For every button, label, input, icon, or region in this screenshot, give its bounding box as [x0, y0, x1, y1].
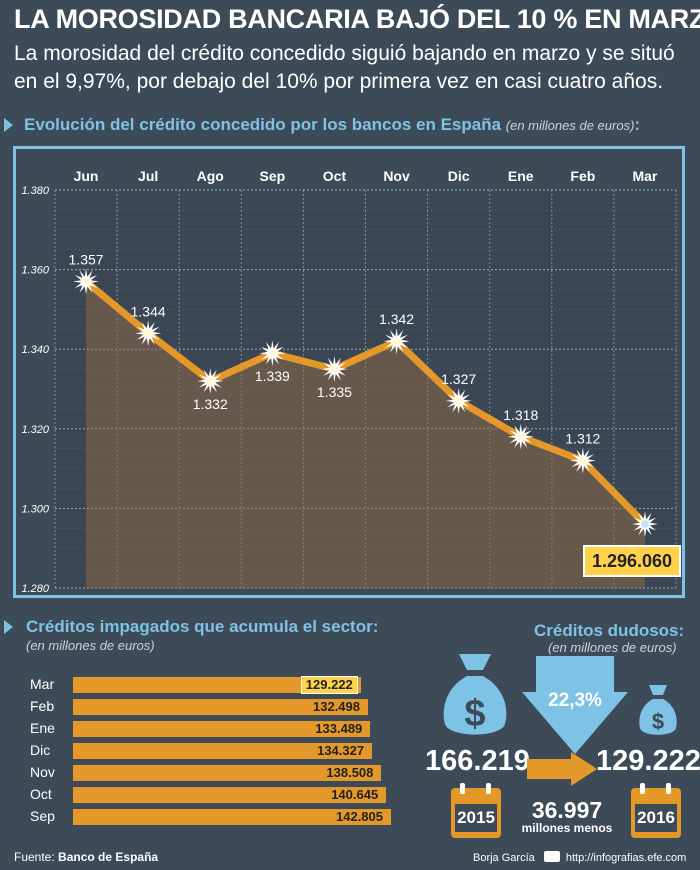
bar-value-label: 133.489 — [315, 721, 363, 736]
data-label: 1.339 — [255, 368, 290, 384]
x-tick-label: Ago — [197, 168, 224, 184]
bar-category-label: Feb — [30, 698, 55, 714]
x-tick-label: Jul — [138, 168, 158, 184]
efe-logo-icon — [543, 851, 560, 862]
data-point-core — [454, 396, 463, 405]
author-name: Borja García — [473, 852, 535, 864]
bar-value-label: 132.498 — [313, 699, 360, 714]
bar-value-label: 142.805 — [336, 809, 383, 824]
data-point-core — [144, 329, 153, 338]
small-money-bag-icon: $ — [639, 685, 677, 735]
bar-category-label: Ene — [30, 720, 55, 736]
line-section-suffix: : — [634, 115, 641, 134]
value-2015: 166.219 — [425, 745, 530, 777]
x-tick-label: Mar — [632, 168, 657, 184]
bar: 138.508 — [73, 765, 382, 781]
data-label: 1.342 — [379, 311, 414, 327]
x-tick-label: Oct — [323, 168, 347, 184]
bar-section-units: (en millones de euros) — [26, 638, 155, 653]
doubtful-title: Créditos dudosos: — [534, 621, 685, 640]
bar-value-label: 140.645 — [331, 787, 379, 802]
section-arrow-icon — [4, 118, 13, 132]
x-tick-label: Feb — [570, 168, 595, 184]
bar: 133.489 — [73, 721, 371, 737]
data-point-core — [578, 456, 587, 465]
x-tick-label: Dic — [448, 168, 470, 184]
right-arrow-icon — [527, 752, 597, 786]
bar: 132.498 — [73, 699, 368, 715]
data-label: 1.327 — [441, 371, 476, 387]
value-2016: 129.222 — [596, 745, 700, 777]
data-label: 1.335 — [317, 384, 352, 400]
y-tick-label: 1.300 — [21, 503, 49, 515]
page-title: LA MOROSIDAD BANCARIA BAJÓ DEL 10 % EN M… — [14, 4, 700, 34]
x-tick-label: Nov — [383, 168, 410, 184]
data-point-core — [516, 432, 525, 441]
line-chart: 1.280 1.300 1.320 1.340 1.360 1.380 Jun Jul Ago S… — [21, 168, 677, 595]
section-arrow-icon — [4, 620, 13, 634]
bar-value-label: 129.222 — [300, 676, 358, 694]
page-subtitle: La morosidad del crédito concedido sigui… — [14, 42, 675, 93]
svg-text:$: $ — [652, 709, 664, 734]
data-label: 1.312 — [565, 431, 600, 447]
data-point-core — [268, 349, 277, 358]
line-section-title: Evolución del crédito concedido por los … — [24, 115, 640, 135]
bar-value-label: 134.327 — [317, 743, 365, 758]
x-tick-label: Ene — [508, 168, 534, 184]
difference-label: millones menos — [521, 821, 613, 835]
bar: 129.222 — [73, 676, 361, 694]
source-name: Banco de España — [58, 850, 159, 864]
data-point-core — [640, 520, 649, 529]
data-label: 1.357 — [69, 252, 104, 268]
year-2016: 2016 — [637, 808, 675, 827]
bar-category-label: Mar — [30, 676, 55, 692]
bar-category-label: Sep — [30, 808, 55, 824]
y-tick-label: 1.280 — [21, 583, 49, 595]
source-credit: Fuente: Banco de España — [14, 850, 158, 864]
line-section-units: (en millones de euros) — [505, 118, 635, 133]
data-point-core — [330, 365, 339, 374]
bar-section-title: Créditos impagados que acumula el sector… — [26, 617, 379, 636]
author-credit: Borja García http://infografias.efe.com — [473, 851, 686, 864]
year-2015: 2015 — [457, 808, 495, 827]
y-tick-label: 1.320 — [21, 424, 49, 436]
difference-value: 36.997 — [531, 797, 603, 823]
bar-category-label: Dic — [30, 742, 51, 758]
bar-category-label: Nov — [30, 764, 55, 780]
data-label: 1.332 — [193, 396, 228, 412]
calendar-2015-icon: 2015 — [451, 783, 501, 838]
source-url[interactable]: http://infografias.efe.com — [565, 852, 687, 864]
x-tick-label: Sep — [260, 168, 286, 184]
x-tick-label: Jun — [74, 168, 99, 184]
line-chart-frame — [13, 146, 685, 598]
money-bag-icon: $ — [443, 654, 507, 735]
percent-change: 22,3% — [548, 690, 602, 711]
bar: 140.645 — [73, 787, 387, 803]
data-point-core — [392, 337, 401, 346]
bar-category-label: Oct — [30, 786, 52, 802]
source-prefix: Fuente: — [14, 850, 55, 864]
y-tick-label: 1.380 — [21, 185, 49, 197]
down-arrow-icon — [522, 656, 628, 754]
line-section-title-text: Evolución del crédito concedido por los … — [24, 115, 502, 134]
data-label: 1.318 — [503, 407, 538, 423]
calendar-2016-icon: 2016 — [631, 783, 681, 838]
doubtful-units: (en millones de euros) — [548, 640, 677, 655]
bar-value-label: 138.508 — [326, 765, 374, 780]
bar: 134.327 — [73, 743, 373, 759]
bar: 142.805 — [73, 809, 391, 825]
data-label: 1.344 — [131, 303, 166, 319]
svg-text:$: $ — [464, 693, 485, 735]
data-point-core — [82, 277, 91, 286]
area-fill — [86, 281, 645, 588]
series-line — [82, 278, 649, 528]
data-point-core — [206, 377, 215, 386]
y-tick-label: 1.340 — [21, 344, 49, 356]
last-value-highlight: 1.296.060 — [583, 545, 681, 577]
y-tick-label: 1.360 — [21, 265, 49, 277]
